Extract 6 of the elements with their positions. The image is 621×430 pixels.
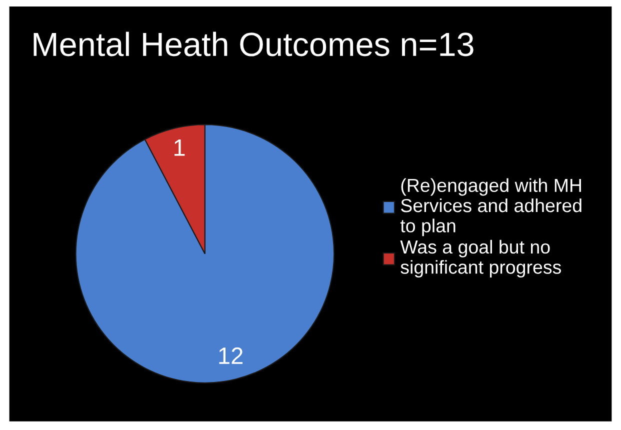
data-label: 1 bbox=[174, 139, 185, 156]
legend-label: (Re)engaged with MH Services and adhered to plan bbox=[400, 178, 582, 236]
chart-title: Mental Heath Outcomes n=13 bbox=[34, 32, 474, 56]
pie-slice bbox=[75, 124, 335, 384]
data-label: 12 bbox=[219, 347, 243, 364]
legend-label: Was a goal but no significant progress bbox=[400, 240, 561, 278]
